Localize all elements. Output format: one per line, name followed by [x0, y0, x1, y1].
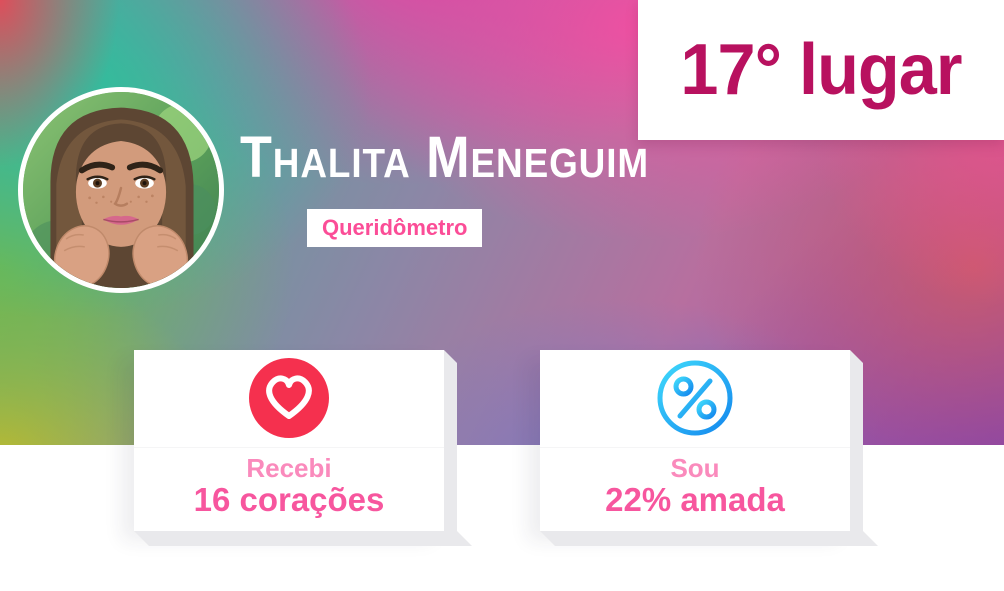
- stat-label: Recebi: [246, 453, 332, 483]
- stat-card-percent-loved: Sou 22% amada: [540, 350, 850, 531]
- rank-box: 17° lugar: [638, 0, 1004, 140]
- queridometro-badge: Queridômetro: [307, 209, 483, 247]
- profile-name: Thalita Meneguim: [240, 125, 650, 190]
- heart-icon: [249, 358, 329, 438]
- stat-value: 22% amada: [605, 481, 785, 518]
- stat-card-hearts-received: Recebi 16 corações: [134, 350, 444, 531]
- card-seam: [134, 447, 444, 448]
- stat-label: Sou: [670, 453, 720, 483]
- percent-icon: [655, 358, 735, 438]
- rank-label: 17° lugar: [680, 30, 962, 110]
- card-seam: [540, 447, 850, 448]
- stat-value: 16 corações: [193, 481, 385, 518]
- woman-portrait-illustration: [23, 92, 219, 288]
- profile-photo: [18, 87, 224, 293]
